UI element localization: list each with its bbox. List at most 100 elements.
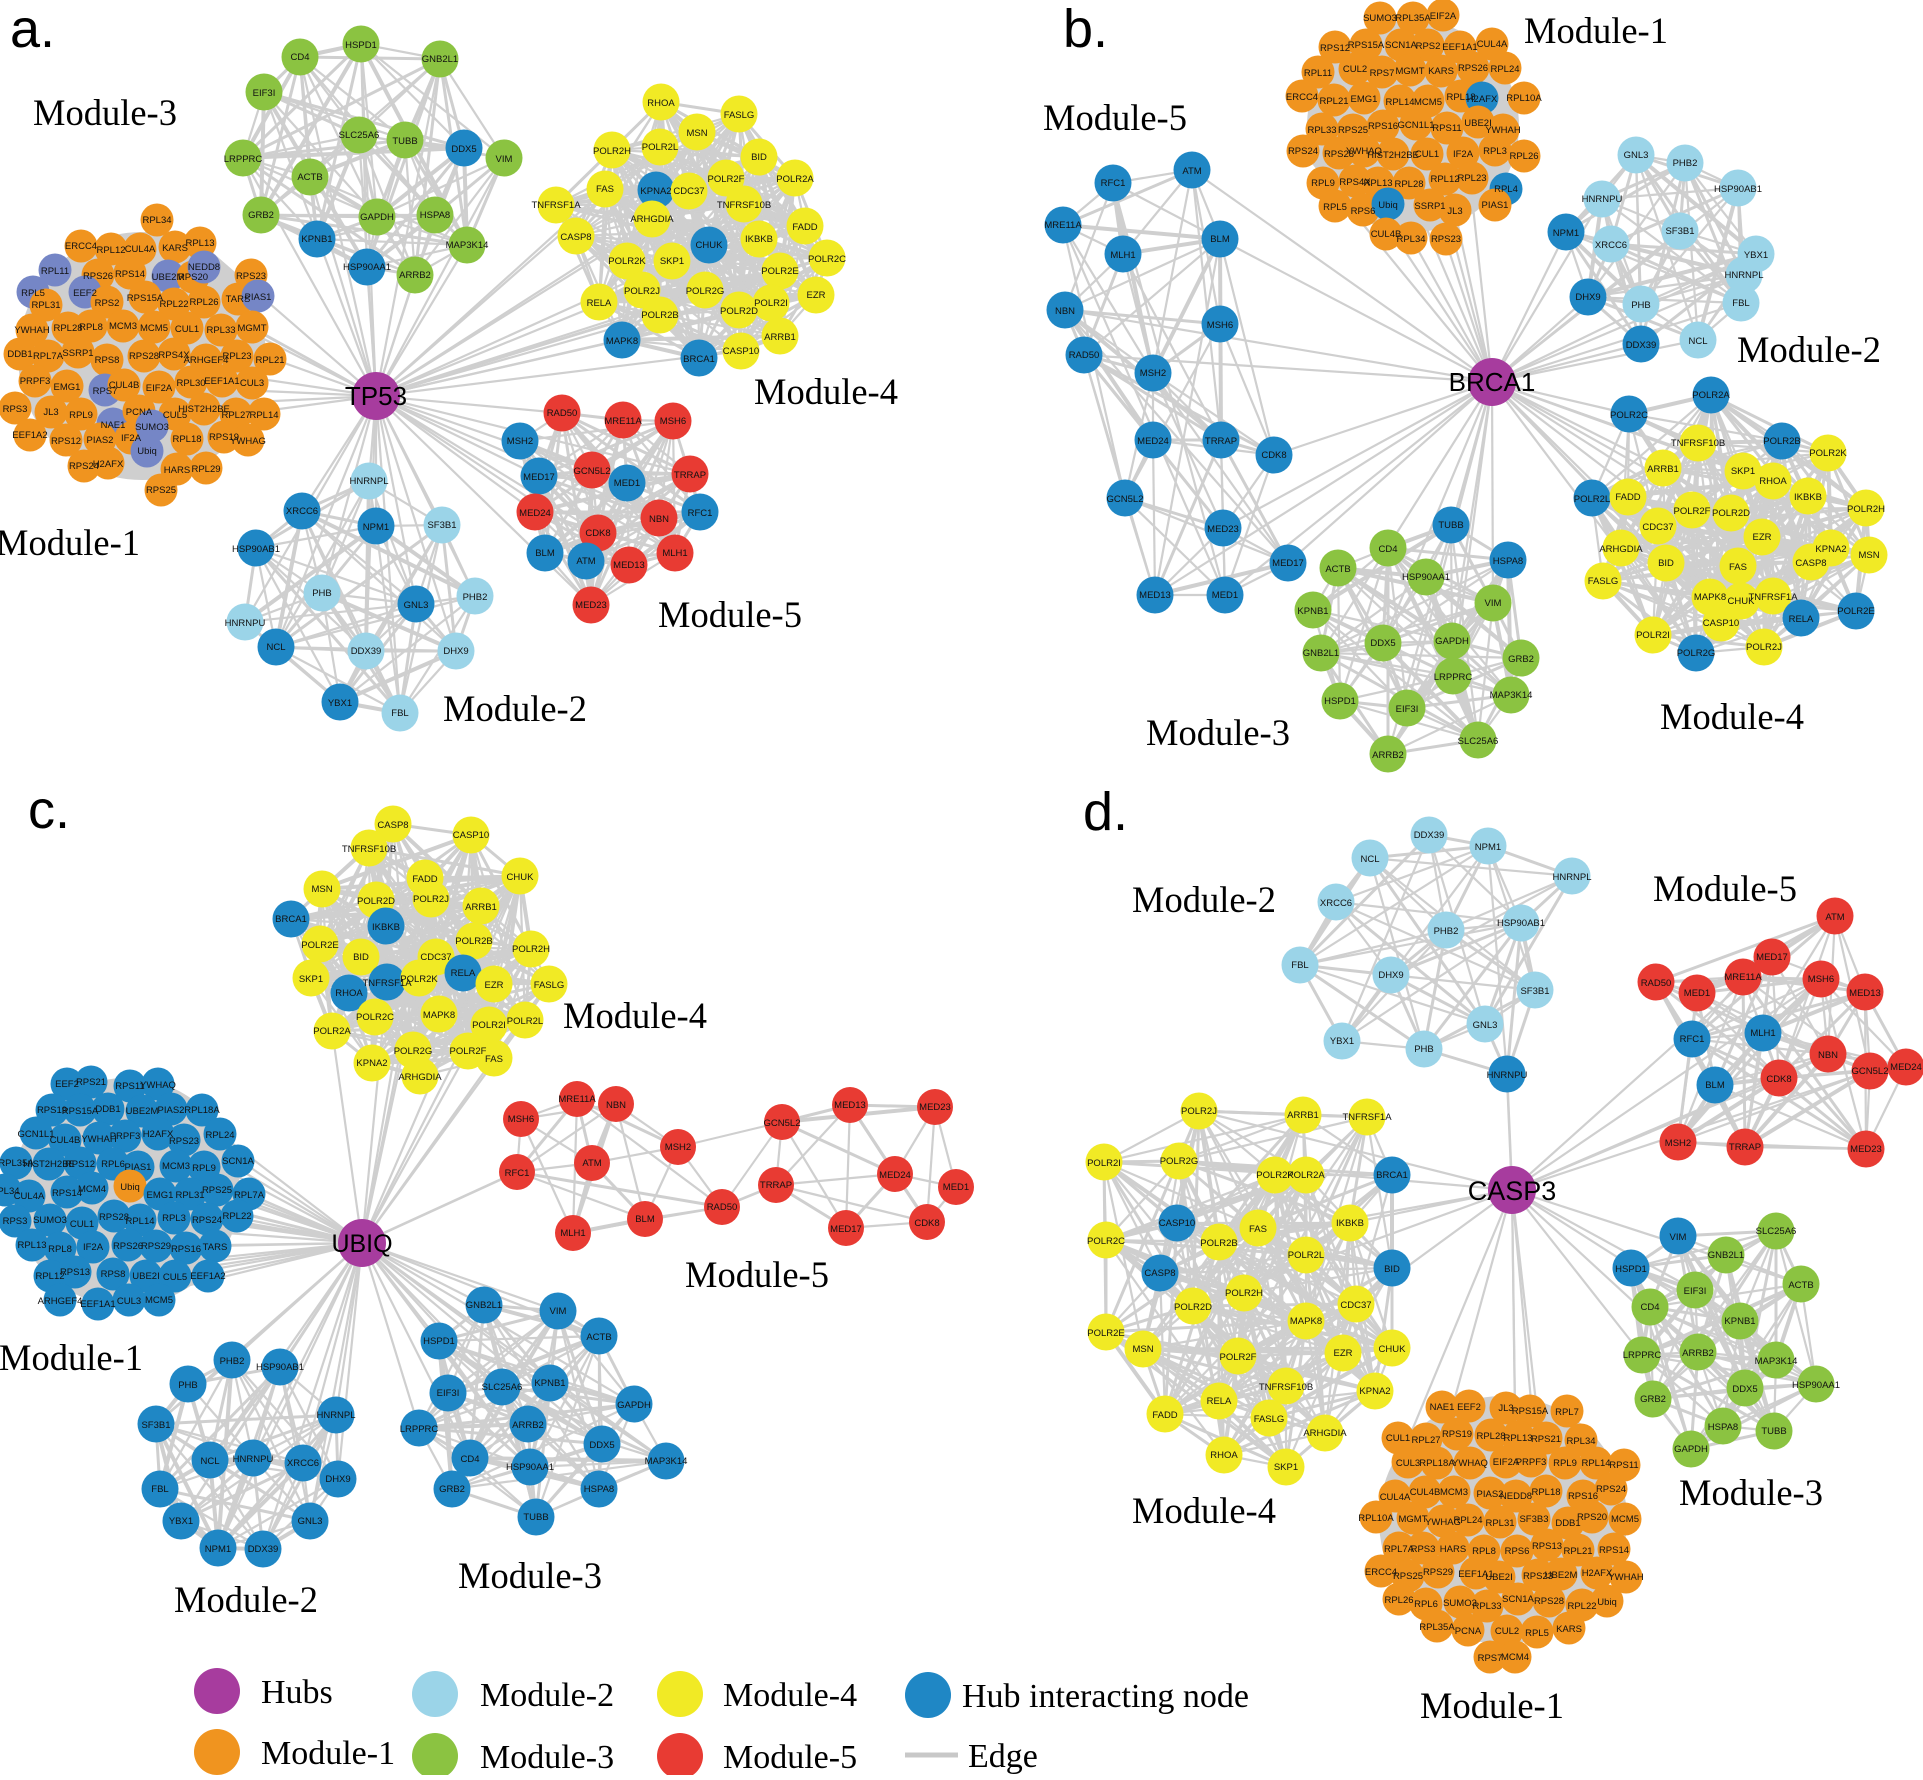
svg-text:HSP90AA1: HSP90AA1 [1792,1380,1840,1391]
svg-text:Module-1: Module-1 [1420,1685,1564,1726]
svg-text:TNFRSF1A: TNFRSF1A [1748,592,1798,603]
svg-text:EMG1: EMG1 [147,1190,174,1201]
svg-text:EMG1: EMG1 [1351,94,1378,105]
svg-text:SKP1: SKP1 [660,256,684,267]
svg-text:SLC25A6: SLC25A6 [339,130,380,141]
svg-text:HNRNPL: HNRNPL [349,476,388,487]
svg-text:HSPD1: HSPD1 [345,40,377,51]
svg-text:RELA: RELA [451,968,476,979]
svg-text:RPS8: RPS8 [95,355,120,366]
svg-text:IF2A: IF2A [121,433,142,444]
svg-text:POLR2A: POLR2A [1287,1170,1325,1181]
svg-text:RPL34: RPL34 [142,215,171,226]
svg-text:FASLG: FASLG [534,980,565,991]
svg-text:MSH2: MSH2 [1665,1138,1691,1149]
svg-text:EEF1A2: EEF1A2 [12,430,47,441]
svg-text:UBE2M: UBE2M [126,1106,159,1117]
svg-text:BRCA1: BRCA1 [275,914,307,925]
svg-text:PHB2: PHB2 [1434,926,1459,937]
svg-text:RPS28: RPS28 [1534,1596,1564,1607]
svg-text:b.: b. [1063,0,1108,59]
svg-text:RPL8: RPL8 [48,1244,72,1255]
svg-text:MED1: MED1 [943,1182,969,1193]
svg-text:HSPD1: HSPD1 [1615,1264,1647,1275]
svg-text:Module-4: Module-4 [754,371,898,412]
svg-text:HSPD1: HSPD1 [1324,696,1356,707]
svg-text:POLR2H: POLR2H [1847,504,1885,515]
svg-text:KPNA2: KPNA2 [1815,544,1846,555]
svg-text:TUBB: TUBB [523,1512,548,1523]
svg-text:POLR2C: POLR2C [808,254,846,265]
svg-text:CASP8: CASP8 [377,820,408,831]
svg-text:RPS11: RPS11 [1432,123,1461,134]
svg-text:RPS3: RPS3 [1411,1544,1436,1555]
svg-text:RELA: RELA [587,298,612,309]
svg-text:SF3B1: SF3B1 [141,1420,170,1431]
svg-text:SKP1: SKP1 [1274,1462,1298,1473]
svg-text:POLR2F: POLR2F [1674,506,1711,517]
svg-text:H2AFX: H2AFX [1467,94,1498,105]
svg-text:EEF1A2: EEF1A2 [190,1271,225,1282]
svg-text:Module-5: Module-5 [1653,868,1797,909]
svg-text:YBX1: YBX1 [1330,1036,1354,1047]
svg-text:NPM1: NPM1 [205,1544,231,1555]
svg-text:GAPDH: GAPDH [360,212,394,223]
svg-text:GNL3: GNL3 [298,1516,323,1527]
svg-text:CDC37: CDC37 [673,186,704,197]
svg-text:KARS: KARS [1556,1624,1582,1635]
svg-text:DDX39: DDX39 [351,646,382,657]
svg-text:EIF3I: EIF3I [253,88,276,99]
svg-text:POLR2C: POLR2C [1087,1236,1125,1247]
svg-text:MED13: MED13 [1139,590,1171,601]
svg-text:RPS25: RPS25 [146,485,176,496]
svg-text:BLM: BLM [1705,1080,1725,1091]
svg-text:MED23: MED23 [1850,1144,1882,1155]
svg-text:RPL5: RPL5 [1323,202,1347,213]
svg-text:HNRNPU: HNRNPU [225,618,266,629]
svg-text:MED17: MED17 [523,472,555,483]
svg-text:Module-4: Module-4 [723,1677,857,1714]
svg-text:POLR2A: POLR2A [313,1026,351,1037]
svg-text:CD4: CD4 [290,52,309,63]
svg-text:RPL7: RPL7 [1555,1407,1579,1418]
svg-text:GNL3: GNL3 [1473,1020,1498,1031]
svg-text:Hubs: Hubs [261,1674,333,1711]
svg-text:SSRP1: SSRP1 [1414,201,1445,212]
svg-text:Module-3: Module-3 [33,92,177,133]
svg-text:RPL18A: RPL18A [184,1105,220,1116]
svg-text:NAE1: NAE1 [101,420,126,431]
svg-text:BLM: BLM [1210,234,1230,245]
svg-text:FBL: FBL [1291,960,1308,971]
svg-text:HNRNPU: HNRNPU [1487,1070,1528,1081]
svg-text:RPL26: RPL26 [1509,151,1538,162]
svg-text:BID: BID [1384,1264,1400,1275]
svg-text:RPL14: RPL14 [249,410,278,421]
svg-text:Module-5: Module-5 [685,1254,829,1295]
svg-text:MAP3K14: MAP3K14 [446,240,489,251]
svg-text:PHB: PHB [1414,1044,1434,1055]
svg-text:HSP90AB1: HSP90AB1 [232,544,280,555]
svg-text:ARHGDIA: ARHGDIA [1599,544,1643,555]
svg-text:PIAS2: PIAS2 [158,1105,185,1116]
svg-text:FASLG: FASLG [1254,1414,1285,1425]
svg-text:MCM3: MCM3 [1440,1487,1468,1498]
svg-text:POLR2E: POLR2E [301,940,339,951]
svg-text:RPS3: RPS3 [3,1216,28,1227]
svg-text:DDX5: DDX5 [1732,1384,1757,1395]
svg-text:EZR: EZR [1753,532,1772,543]
svg-text:CDK8: CDK8 [914,1218,939,1229]
svg-text:CHUK: CHUK [507,872,535,883]
svg-text:RPL28: RPL28 [1476,1431,1505,1442]
svg-text:RPL6: RPL6 [101,1159,125,1170]
svg-text:RPL3: RPL3 [162,1213,186,1224]
svg-text:BLM: BLM [535,548,555,559]
svg-text:MRE11A: MRE11A [604,416,642,427]
svg-text:MGMT: MGMT [1395,66,1424,77]
svg-text:IKBKB: IKBKB [745,234,773,245]
svg-text:PHB2: PHB2 [463,592,488,603]
svg-text:Module-4: Module-4 [1132,1490,1276,1531]
svg-text:DDX39: DDX39 [248,1544,279,1555]
svg-text:VIM: VIM [496,154,513,165]
svg-text:RPS13: RPS13 [60,1267,90,1278]
svg-text:DDB1: DDB1 [7,349,32,360]
